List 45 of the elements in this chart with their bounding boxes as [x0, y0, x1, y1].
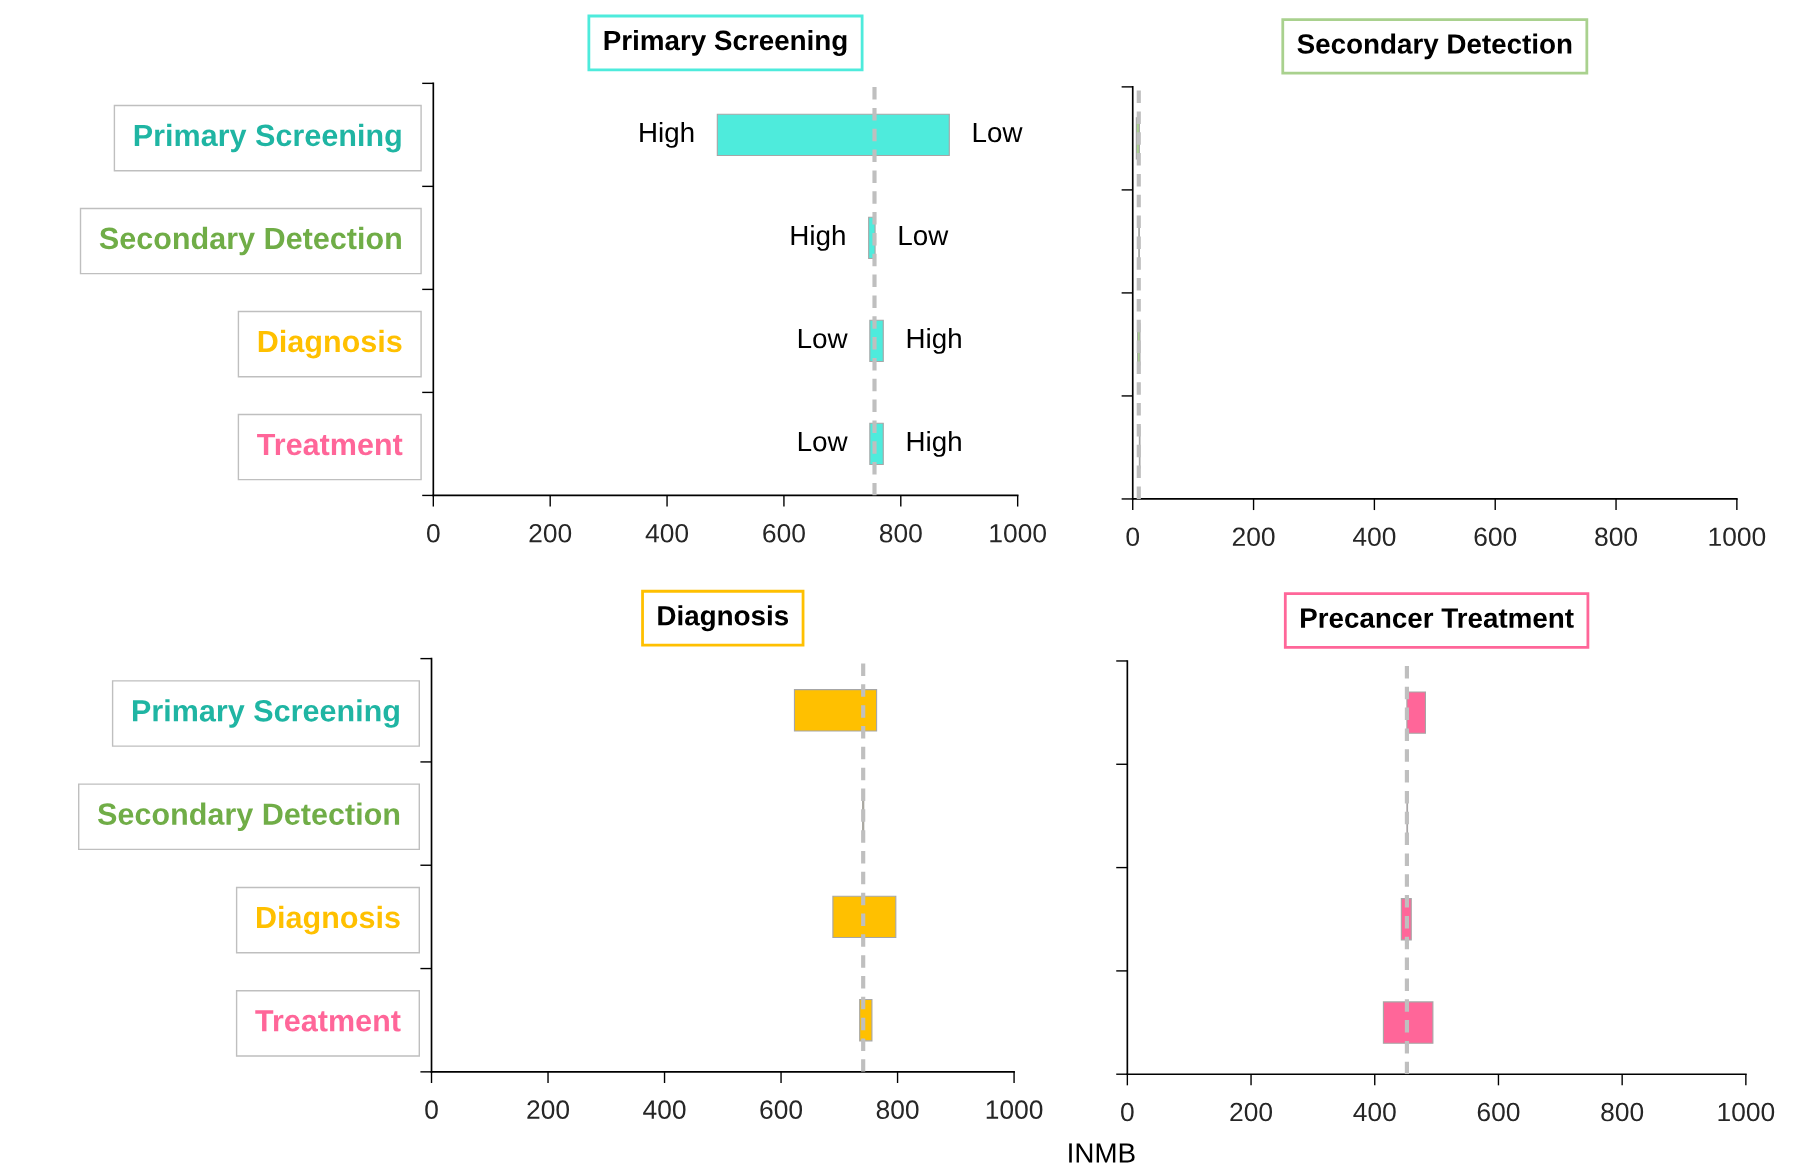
x-tick-label: 0	[427, 523, 440, 543]
y-tick-label: Treatment	[255, 1010, 401, 1032]
y-tick-label: Primary Screening	[134, 123, 401, 153]
x-tick-label: 800	[1595, 527, 1638, 547]
x-tick-label: 600	[1474, 527, 1517, 547]
x-tick-label: 600	[1477, 1102, 1520, 1122]
y-tick-label: Secondary Detection	[99, 226, 401, 256]
chart-title: Secondary Detection	[1297, 33, 1572, 60]
x-tick-label: 1000	[1718, 1102, 1775, 1122]
x-tick-label: 1000	[1709, 527, 1766, 547]
annotation: Low	[798, 328, 848, 349]
x-tick-label: 800	[876, 1100, 919, 1120]
y-tick-label: Diagnosis	[257, 905, 400, 935]
annotation: Low	[899, 225, 949, 246]
x-tick-label: 400	[643, 1100, 686, 1120]
y-tick-label: Diagnosis	[258, 329, 402, 359]
x-tick-label: 0	[425, 1100, 438, 1120]
x-tick-label: 600	[760, 1100, 803, 1120]
y-tick-label: Secondary Detection	[97, 802, 400, 831]
x-tick-label: 800	[1601, 1102, 1644, 1122]
annotation: Low	[798, 431, 848, 452]
annotation: High	[907, 327, 961, 354]
x-tick-label: 400	[1353, 1102, 1396, 1122]
x-tick-label: 400	[645, 523, 689, 543]
x-tick-label: 0	[1126, 527, 1140, 547]
y-tick-label: Primary Screening	[132, 699, 399, 728]
x-tick-label: 200	[527, 1100, 570, 1120]
chart-title: Precancer Treatment	[1301, 608, 1574, 628]
y-tick-label: Treatment	[257, 433, 403, 456]
x-tick-label: 200	[1230, 1102, 1273, 1122]
x-tick-label: 1000	[986, 1100, 1043, 1120]
x-tick-label: 0	[1121, 1102, 1134, 1122]
chart-title: Primary Screening	[604, 29, 847, 56]
x-tick-label: 1000	[990, 523, 1046, 543]
x-tick-label: 200	[529, 523, 572, 543]
annotation: High	[640, 121, 694, 148]
annotation: High	[907, 430, 961, 457]
x-axis-title: INMB	[1069, 1143, 1135, 1163]
annotation: High	[791, 224, 845, 251]
chart-title: Diagnosis	[658, 605, 789, 632]
x-tick-label: 200	[1232, 527, 1275, 547]
x-tick-label: 600	[763, 523, 805, 543]
x-tick-label: 800	[879, 523, 922, 543]
annotation: Low	[973, 122, 1023, 143]
x-tick-label: 400	[1352, 527, 1396, 547]
